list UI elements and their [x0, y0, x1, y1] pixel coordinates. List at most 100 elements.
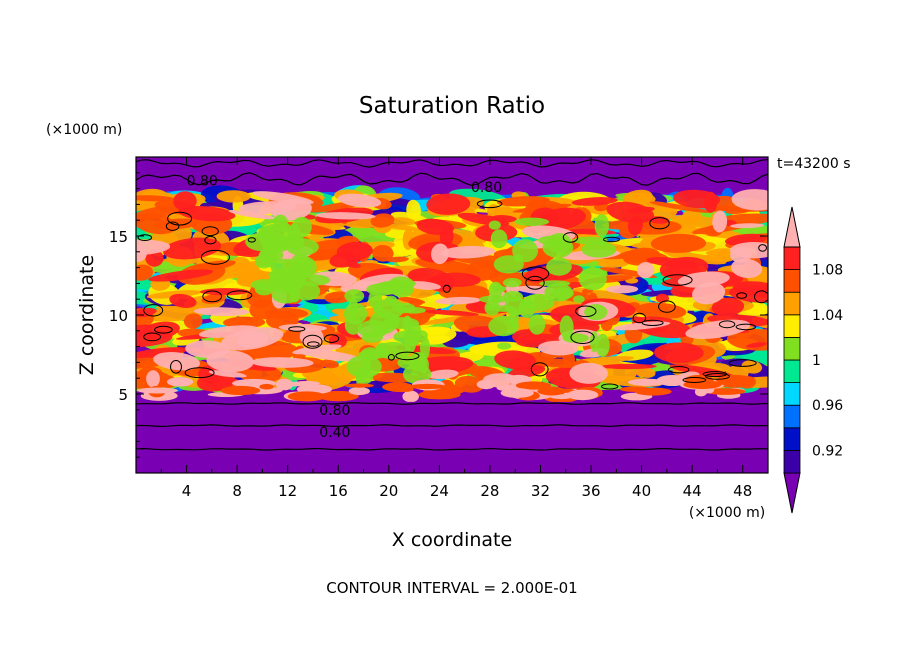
field-patch	[622, 189, 653, 207]
boundary-layer-patch	[318, 390, 359, 402]
field-patch	[169, 293, 197, 308]
x-tick-label: 40	[632, 482, 651, 500]
colorbar-bin	[783, 269, 801, 293]
colorbar-bin	[783, 382, 801, 406]
boundary-layer-patch	[389, 386, 414, 393]
boundary-layer-patch	[634, 387, 672, 396]
colorbar-label: 0.96	[812, 398, 843, 414]
contour-label: 0.80	[471, 180, 502, 196]
contour-loop	[200, 249, 230, 265]
field-patch	[208, 370, 247, 378]
field-patch	[223, 316, 266, 329]
cloud-patch	[513, 254, 524, 262]
cloud-patch	[355, 367, 374, 385]
cloud-patch	[287, 287, 301, 296]
contour-loop	[575, 305, 597, 318]
cloud-patch	[518, 297, 536, 318]
colorbar-bin	[783, 449, 801, 474]
field-patch	[146, 370, 160, 388]
field-patch	[407, 299, 423, 306]
cloud-patch	[259, 234, 270, 244]
cloud-patch	[344, 289, 365, 303]
time-label: t=43200 s	[777, 156, 851, 172]
cloud-patch	[573, 295, 585, 304]
x-tick-label: 48	[733, 482, 752, 500]
field-patch	[146, 290, 203, 299]
cloud-patch	[546, 257, 572, 276]
boundary-layer-patch	[344, 383, 374, 388]
field-patch	[649, 201, 712, 213]
boundary-layer-patch	[287, 391, 326, 402]
field-patch	[427, 369, 459, 380]
field-patch	[426, 193, 471, 215]
y-tick-label: 10	[109, 307, 128, 325]
x-tick-label: 4	[182, 482, 192, 500]
field-patch	[734, 288, 768, 298]
cloud-patch	[374, 306, 386, 314]
boundary-layer-patch	[627, 378, 667, 386]
field-patch	[635, 366, 656, 378]
field-patch	[431, 243, 449, 265]
boundary-layer-patch	[705, 388, 746, 395]
field-patch	[153, 352, 200, 371]
y-axis-label: Z coordinate	[76, 255, 98, 375]
field-patch	[228, 210, 276, 220]
x-tick-label: 28	[480, 482, 499, 500]
colorbar-bin	[783, 336, 801, 361]
boundary-layer-patch	[348, 387, 370, 396]
colorbar-label: 1.08	[812, 263, 843, 279]
contour-loop	[165, 221, 180, 231]
cloud-patch	[590, 331, 599, 353]
field-patch	[730, 258, 763, 278]
field-patch	[692, 282, 726, 305]
chart-title: Saturation Ratio	[359, 93, 545, 119]
field-patch	[154, 218, 200, 230]
cloud-patch	[486, 304, 498, 311]
field-patch	[741, 360, 763, 374]
field-patch	[200, 288, 250, 296]
boundary-layer-patch	[166, 377, 194, 387]
field-patch	[535, 207, 586, 231]
contour-line-upper	[136, 172, 768, 186]
field-patch	[600, 363, 657, 370]
boundary-layer-patch	[408, 383, 446, 390]
contour-loop	[603, 236, 620, 243]
cloud-patch	[254, 282, 274, 296]
y-axis: 5 10 15	[109, 172, 768, 458]
field-patch	[685, 319, 751, 339]
contour-loop	[395, 351, 420, 361]
cloud-patch	[502, 278, 522, 288]
field-patch	[612, 321, 671, 331]
boundary-layer-patch	[716, 374, 755, 387]
x-tick-label: 44	[683, 482, 702, 500]
y-tick-label: 15	[109, 228, 128, 246]
cloud-patch	[488, 281, 503, 299]
colorbar-bin	[783, 291, 801, 316]
field-patch	[454, 375, 485, 393]
field-patch	[292, 344, 342, 355]
contour-loop	[204, 236, 217, 245]
field-patch	[705, 248, 734, 256]
field-patch	[494, 350, 536, 370]
contour-loop	[143, 332, 162, 342]
field-patch	[193, 307, 250, 317]
field-patch	[730, 223, 765, 229]
y-unit-label: (×1000 m)	[46, 122, 122, 138]
lower-dry-layer	[136, 401, 768, 473]
field-patch	[299, 326, 324, 347]
x-tick-label: 20	[379, 482, 398, 500]
field-patch	[727, 328, 768, 351]
field-patch	[439, 226, 454, 247]
contour-loop	[288, 326, 306, 332]
contour-loop	[649, 217, 670, 230]
cloud-patch	[502, 291, 523, 302]
contour-loop	[735, 323, 757, 331]
x-tick-label: 12	[278, 482, 297, 500]
contour-loop	[758, 244, 767, 252]
contour-loop	[702, 371, 728, 378]
contour-loop	[736, 292, 748, 299]
contour-loop	[521, 266, 550, 282]
x-tick-label: 32	[531, 482, 550, 500]
field-patch	[731, 189, 768, 211]
contour-loop	[307, 341, 320, 347]
